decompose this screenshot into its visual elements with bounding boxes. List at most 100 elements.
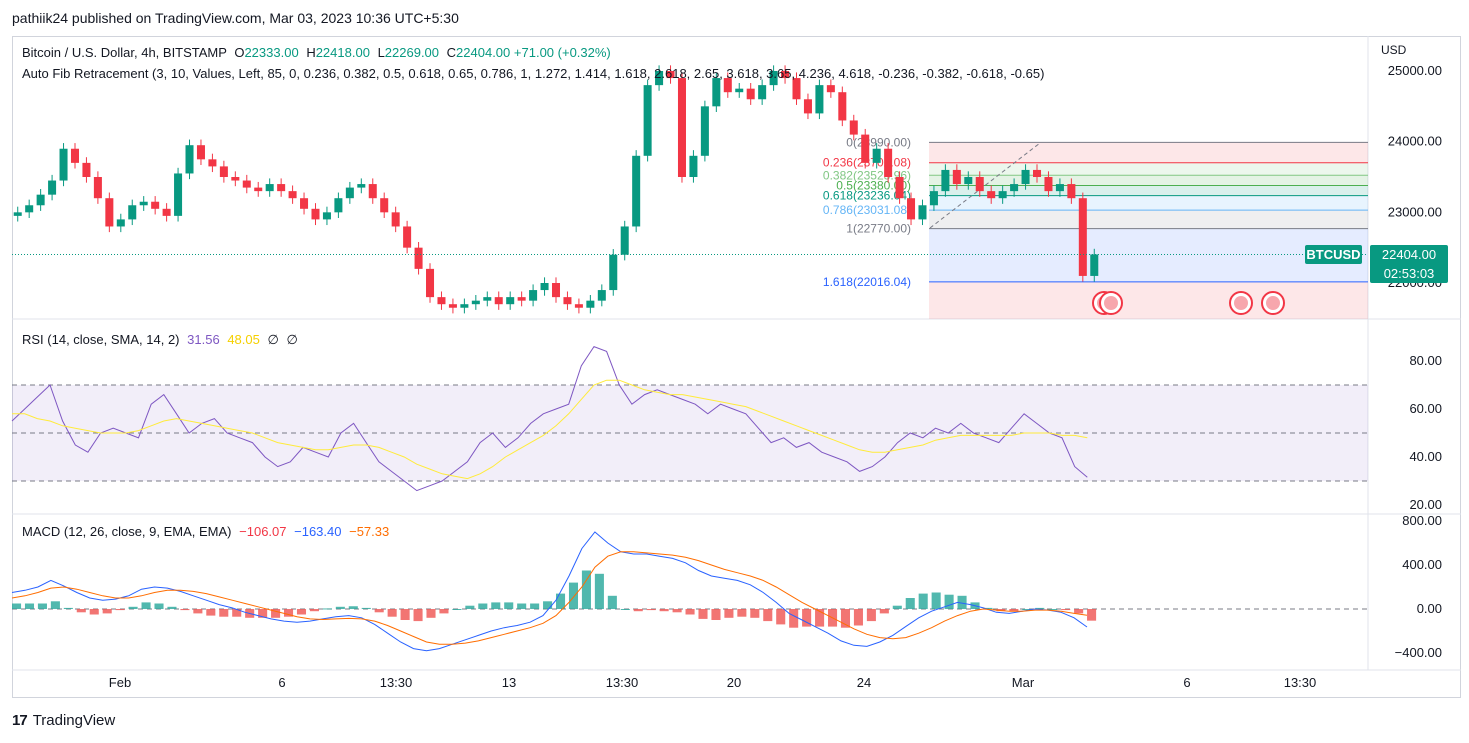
candle-body [1033, 169, 1042, 177]
candle-body [426, 268, 435, 298]
candle-body [540, 283, 549, 291]
macd-histogram-bar [37, 603, 47, 609]
macd-histogram-bar [517, 603, 527, 609]
macd-histogram-bar [167, 606, 177, 609]
fib-zone [929, 281, 1368, 319]
macd-histogram-bar [840, 609, 851, 628]
macd-histogram-bar [931, 592, 941, 609]
candle-body [551, 283, 561, 298]
macd-histogram-bar [1061, 609, 1071, 611]
candle-body [815, 85, 824, 114]
candle-body [139, 201, 148, 206]
price-badge-countdown: 02:53:03 [1383, 266, 1435, 281]
candle-body [1067, 184, 1076, 199]
rsi-sma-line [12, 379, 1088, 480]
candle-body [471, 300, 480, 305]
macd-signal-value: −57.33 [349, 524, 390, 539]
candle-body [861, 134, 870, 163]
macd-title: MACD (12, 26, close, 9, EMA, EMA) [22, 524, 232, 539]
macd-histogram-bar [193, 609, 203, 614]
macd-tick-label: −400.00 [1395, 645, 1442, 660]
candle-body [357, 184, 366, 188]
candle-body [185, 145, 194, 174]
macd-histogram-bar [724, 609, 734, 618]
candle-body [700, 106, 709, 156]
candle-body [1078, 198, 1087, 276]
macd-histogram-bar [439, 609, 449, 614]
footer-brand[interactable]: 17 TradingView [12, 712, 115, 729]
close-label: C [446, 45, 457, 60]
macd-histogram-bar [892, 605, 902, 609]
time-tick-label: Feb [109, 675, 131, 690]
candle-body [735, 88, 744, 93]
candles [12, 65, 1368, 315]
candle-body [895, 177, 904, 199]
macd-histogram-bar [76, 609, 86, 613]
macd-histogram-bar [789, 609, 799, 628]
time-tick-label: 24 [857, 675, 871, 690]
macd-histogram-bar [594, 573, 604, 609]
candle-body [632, 155, 641, 227]
rsi-tick-label: 60.00 [1409, 401, 1442, 416]
macd-histogram-bar [128, 606, 138, 609]
candle-body [391, 212, 400, 227]
candle-body [345, 187, 354, 199]
macd-histogram-bar [685, 609, 695, 615]
us-flag-icon [1234, 296, 1248, 310]
macd-histogram-bar [322, 608, 332, 610]
macd-histogram-bar [737, 609, 747, 617]
candle-body [254, 187, 263, 192]
macd-histogram-bar [620, 609, 630, 610]
candle-body [769, 71, 778, 86]
candle-body [838, 92, 847, 121]
close-value: 22404.00 [456, 45, 511, 60]
fib-level-label: 1(22770.00) [846, 222, 911, 236]
macd-histogram-bar [348, 606, 358, 609]
candle-body [483, 297, 492, 301]
candle-body [563, 297, 572, 305]
fib-zone [929, 142, 1368, 163]
candle-body [529, 290, 538, 301]
candle-body [998, 191, 1007, 199]
candle-body [712, 78, 721, 107]
fib-level-label: 0.5(23380.00) [836, 178, 911, 192]
rsi-line [11, 345, 1088, 492]
macd-histogram-bar [180, 609, 190, 611]
us-flag-icon [1104, 296, 1118, 310]
candle-body [116, 219, 125, 227]
candle-body [929, 191, 938, 206]
macd-histogram-bar [115, 609, 125, 611]
macd-histogram-bar [646, 609, 656, 611]
macd-histogram-bar [633, 609, 643, 612]
macd-tick-label: 800.00 [1402, 513, 1442, 528]
candle-body [643, 85, 652, 156]
fib-indicator-legend: Auto Fib Retracement (3, 10, Values, Lef… [22, 66, 1045, 81]
candle-body [13, 212, 22, 216]
candle-body [311, 208, 320, 220]
candle-body [219, 166, 228, 177]
macd-histogram-bar [763, 609, 773, 622]
price-badge-value: 22404.00 [1381, 247, 1437, 262]
candle-body [36, 194, 45, 206]
macd-histogram-bar [659, 609, 669, 612]
macd-tick-label: 0.00 [1417, 601, 1442, 616]
macd-histogram-bar [607, 595, 617, 609]
macd-hist-value: −106.07 [239, 524, 287, 539]
candle-body [723, 78, 732, 93]
macd-histogram-bar [206, 609, 216, 616]
price-tick-label: 24000.00 [1388, 134, 1442, 149]
macd-histogram-bar [284, 609, 294, 617]
macd-histogram-bar [335, 606, 345, 609]
low-label: L [377, 45, 385, 60]
macd-histogram-bar [957, 595, 967, 609]
macd-histogram-bar [556, 593, 566, 609]
fib-zone [929, 175, 1368, 186]
macd-histogram-bar [568, 582, 579, 609]
macd-histogram-bar [905, 598, 915, 609]
rsi-sma-value: 48.05 [227, 332, 260, 347]
candle-body [208, 159, 217, 167]
time-tick-label: 13 [502, 675, 516, 690]
candle-body [162, 208, 171, 216]
macd-histogram-bar [711, 609, 721, 620]
